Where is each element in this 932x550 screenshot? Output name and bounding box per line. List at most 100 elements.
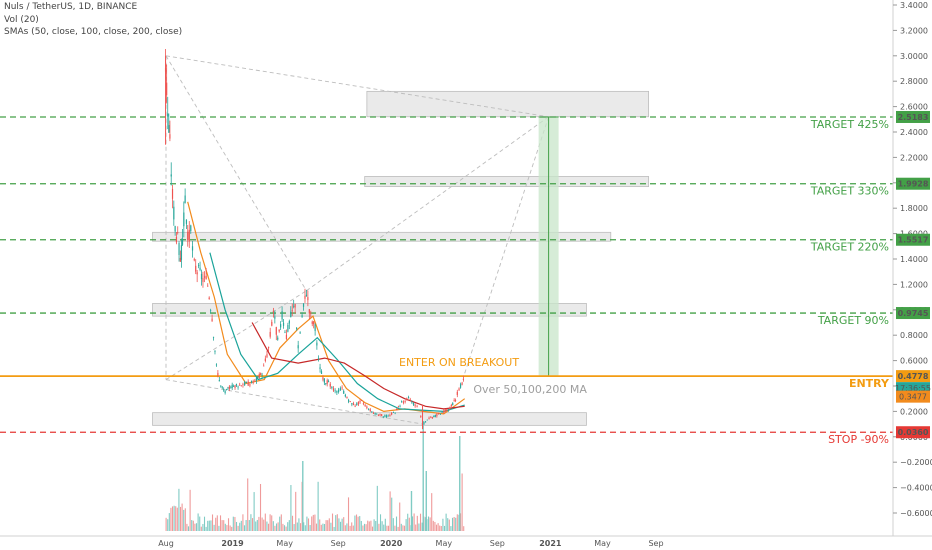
candle-body [173, 206, 175, 220]
symbol-title[interactable]: Nuls / TetherUS, 1D, BINANCE [4, 2, 138, 12]
candle-body [230, 387, 232, 389]
volume-bar [218, 525, 220, 531]
candle-body [211, 318, 213, 322]
candle-body [296, 327, 298, 330]
candle-body [288, 320, 290, 324]
candle-body [274, 316, 276, 319]
time-tick-label: 2019 [221, 539, 244, 548]
volume-bar [175, 506, 177, 531]
volume-bar [184, 508, 186, 531]
candle-body [170, 174, 172, 177]
candle-body [264, 358, 266, 362]
over-ma-label: Over 50,100,200 MA [473, 383, 587, 396]
volume-bar [231, 526, 233, 531]
volume-bar [179, 506, 182, 531]
candle-body [391, 412, 393, 415]
candle-body [250, 380, 253, 384]
candle-body [449, 407, 451, 409]
candle-body [323, 378, 325, 383]
candle-body [190, 225, 192, 232]
candle-body [362, 403, 364, 405]
volume-bar [266, 521, 268, 531]
candle-body [203, 276, 206, 278]
volume-bar [323, 523, 326, 531]
candle-body [322, 377, 324, 380]
volume-bar [395, 516, 398, 531]
candle-body [394, 412, 396, 414]
candle-body [354, 405, 356, 407]
volume-bar [347, 497, 350, 531]
volume-bar [223, 520, 225, 531]
volume-bar [405, 519, 407, 531]
candle-body [381, 414, 383, 416]
price-tick-label: 0.2000 [900, 407, 928, 416]
volume-bar [186, 523, 188, 531]
candle-body [278, 329, 280, 332]
candle-body [235, 384, 238, 386]
level-price-tag [896, 110, 930, 123]
volume-bar [368, 521, 370, 531]
candle-body [372, 412, 375, 414]
volume-bar [235, 521, 238, 531]
candle-body [331, 386, 333, 389]
candle-body [376, 413, 378, 415]
candle-body [326, 380, 328, 384]
candle-body [180, 245, 183, 260]
price-series [164, 48, 464, 430]
level-price-text: 0.4778 [898, 372, 929, 381]
trendline [464, 116, 550, 374]
sma-value-text: 0.3477 [899, 393, 927, 402]
volume-bar [181, 503, 183, 531]
candle-body [234, 385, 236, 388]
candle-body [341, 387, 343, 389]
candle-body [218, 380, 220, 382]
volume-bar [389, 491, 391, 531]
candle-body [304, 295, 306, 299]
sma-value-tag [896, 390, 930, 403]
candle-body [247, 381, 249, 386]
candle-body [291, 310, 293, 312]
candle-body [314, 324, 316, 331]
volume-bar [191, 520, 193, 531]
volume-bar [183, 509, 185, 531]
zone-box [366, 90, 650, 118]
volume-bar [258, 516, 260, 531]
candle-body [307, 297, 309, 301]
volume-bar [288, 520, 290, 531]
candle-body [193, 259, 195, 261]
candle-body [423, 422, 425, 424]
volume-bar [187, 526, 190, 531]
candle-body [275, 327, 277, 335]
volume-bar [203, 516, 206, 531]
candle-body [339, 388, 341, 391]
volume-bar [299, 523, 302, 531]
price-axis-level-labels: 2.5183 1.9928 1.5517 0.9745 0.4778 0.0360 17:3… [895, 110, 931, 439]
volume-bar [375, 520, 377, 531]
volume-bar [424, 517, 426, 531]
candle-body [443, 411, 445, 413]
candle-body [369, 409, 371, 412]
volume-bar [263, 519, 265, 531]
volume-bar [195, 523, 198, 531]
candle-body [224, 391, 226, 394]
volume-bar [341, 518, 343, 531]
candle-body [214, 350, 216, 352]
volume-bar [315, 523, 318, 531]
volume-bar [458, 514, 460, 531]
volume-bar [253, 492, 255, 531]
volume-bar [386, 525, 388, 531]
candle-body [299, 332, 301, 334]
volume-indicator-label[interactable]: Vol (20) [4, 15, 39, 25]
volume-bar [216, 515, 218, 531]
candle-body [461, 382, 463, 385]
volume-bar [443, 525, 446, 531]
volume-bar [256, 519, 258, 531]
volume-bar [399, 502, 401, 531]
candle-body [261, 374, 263, 376]
volume-bar [285, 526, 287, 531]
time-axis[interactable]: Aug 2019 May Sep 2020 May Sep 2021 May Sep [158, 539, 663, 548]
candle-body [318, 358, 320, 360]
sma-indicator-label[interactable]: SMAs (50, close, 100, close, 200, close) [4, 27, 183, 37]
candle-body [412, 402, 415, 405]
